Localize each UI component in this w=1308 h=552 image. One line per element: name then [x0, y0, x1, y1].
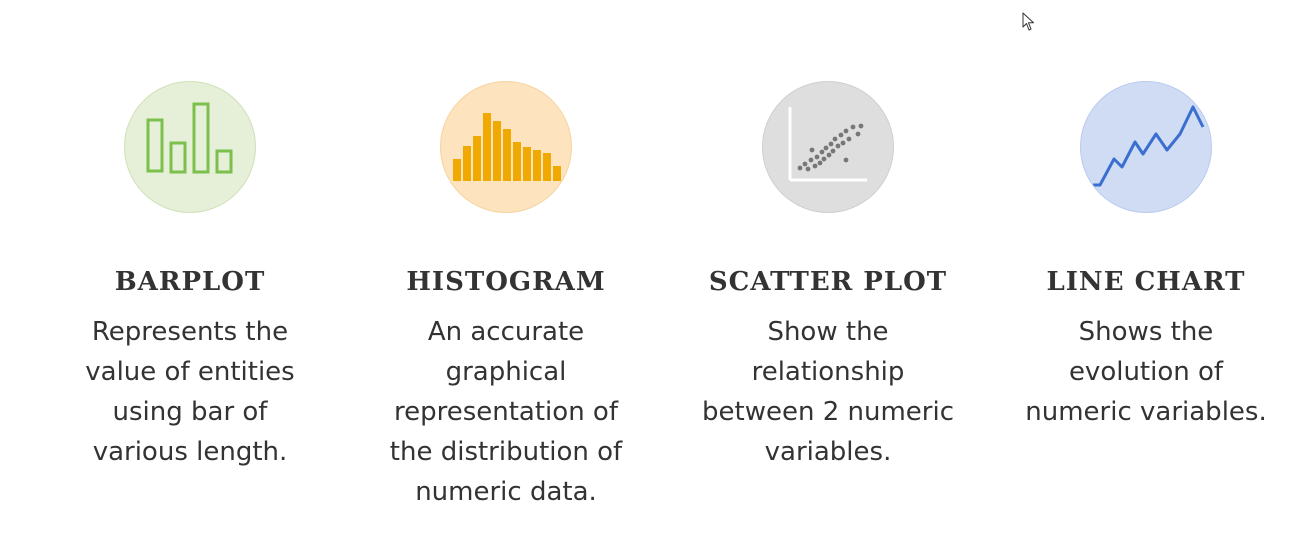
card-description: Show the relationship between 2 numeric … — [668, 312, 988, 472]
card-description: Represents the value of entities using b… — [30, 312, 350, 472]
description-line: between 2 numeric — [702, 397, 954, 427]
card-line-chart: LINE CHART Shows the evolution of numeri… — [986, 0, 1306, 552]
line-chart-icon-circle — [1080, 81, 1212, 213]
histogram-icon-circle — [440, 81, 572, 213]
description-line: representation of — [393, 397, 618, 427]
barplot-icon — [146, 102, 233, 174]
description-line: various length. — [92, 437, 288, 467]
description-line: Shows the — [1078, 317, 1214, 347]
card-description: An accurate graphical representation of … — [346, 312, 666, 512]
description-line: using bar of — [112, 397, 268, 427]
barplot-icon-circle — [124, 81, 256, 213]
card-title: BARPLOT — [114, 267, 266, 297]
card-description: Shows the evolution of numeric variables… — [986, 312, 1306, 432]
description-line: value of entities — [85, 357, 295, 387]
mouse-cursor-icon — [1022, 12, 1034, 31]
card-scatter-plot: SCATTER PLOT Show the relationship betwe… — [668, 0, 988, 552]
card-histogram: HISTOGRAM An accurate graphical represen… — [346, 0, 666, 552]
card-barplot: BARPLOT Represents the value of entities… — [30, 0, 350, 552]
description-line: relationship — [751, 357, 905, 387]
card-title: HISTOGRAM — [406, 267, 606, 297]
description-line: evolution of — [1068, 357, 1224, 387]
description-line: numeric data. — [415, 477, 597, 507]
line-chart-icon — [1093, 105, 1205, 187]
description-line: Represents the — [91, 317, 289, 347]
scatter-plot-icon — [788, 107, 867, 182]
description-line: An accurate — [427, 317, 585, 347]
card-title: LINE CHART — [1046, 267, 1246, 297]
histogram-icon — [453, 113, 561, 181]
description-line: Show the — [767, 317, 889, 347]
description-line: numeric variables. — [1025, 397, 1267, 427]
scatter-plot-icon-circle — [762, 81, 894, 213]
card-title: SCATTER PLOT — [708, 267, 948, 297]
description-line: the distribution of — [389, 437, 623, 467]
description-line: variables. — [764, 437, 892, 467]
description-line: graphical — [445, 357, 567, 387]
